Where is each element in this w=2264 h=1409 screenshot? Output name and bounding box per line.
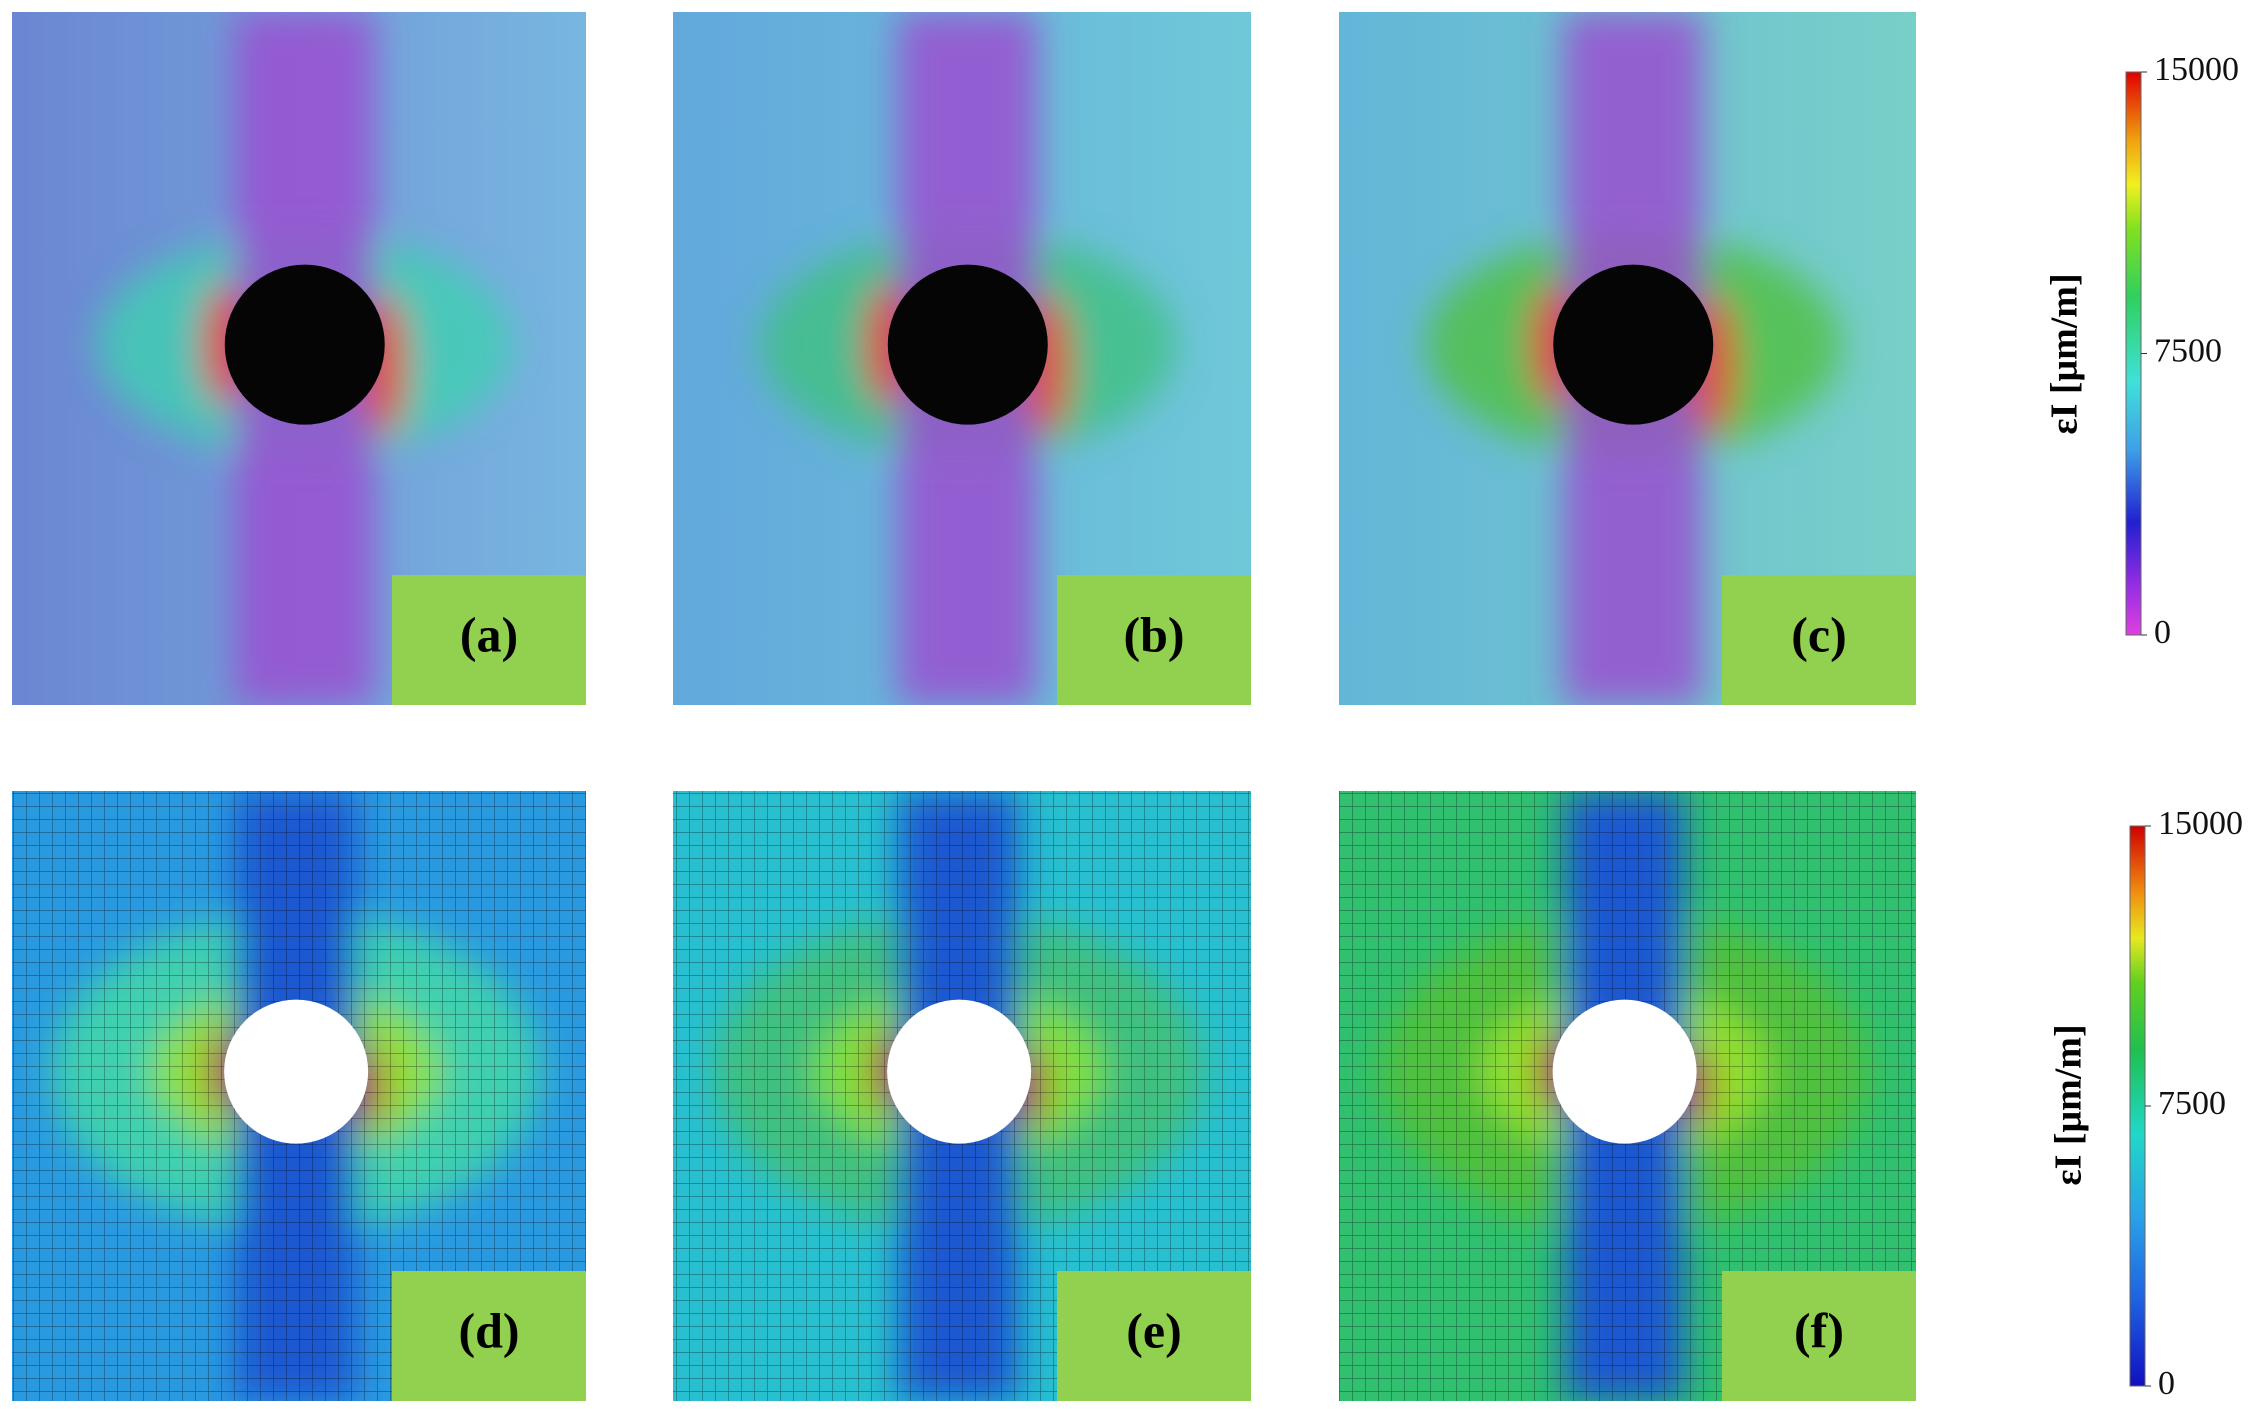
panel-image	[12, 12, 586, 705]
colorbar-scale	[2125, 71, 2142, 636]
panel: (d)	[12, 791, 586, 1401]
panel: (c)	[1339, 12, 1916, 705]
label-box	[392, 575, 586, 705]
label-box	[1722, 575, 1916, 705]
tick-label: 0	[2158, 1365, 2175, 1402]
tick-label: 7500	[2154, 332, 2222, 369]
colorbar: 15000 7500 0 εI [μm/m]	[2044, 51, 2239, 651]
tick-label: 0	[2154, 614, 2171, 651]
hole	[1553, 264, 1714, 425]
hole	[224, 999, 369, 1144]
label-box	[1722, 1271, 1916, 1401]
panel-image	[673, 12, 1251, 705]
hole	[224, 264, 385, 425]
tick-label: 7500	[2158, 1085, 2226, 1122]
hole	[887, 264, 1048, 425]
colorbar-label: εI [μm/m]	[2048, 1024, 2090, 1185]
label-box	[1057, 575, 1251, 705]
colorbar-label: εI [μm/m]	[2044, 273, 2086, 434]
panel-label: (e)	[1126, 1302, 1182, 1358]
hole	[887, 999, 1032, 1144]
panel-label: (c)	[1791, 606, 1847, 662]
panel: (b)	[673, 12, 1251, 705]
panel-image	[1339, 12, 1916, 705]
panel-label: (b)	[1123, 606, 1184, 662]
hole	[1552, 999, 1697, 1144]
colorbar: 15000 7500 0 εI [μm/m]	[2048, 805, 2243, 1402]
tick-label: 15000	[2154, 51, 2239, 88]
tick-label: 15000	[2158, 805, 2243, 842]
panel-image	[12, 791, 586, 1401]
panel: (e)	[673, 791, 1251, 1401]
panel-label: (f)	[1794, 1302, 1844, 1358]
panel-label: (d)	[458, 1302, 519, 1358]
label-box	[1057, 1271, 1251, 1401]
panel: (f)	[1339, 791, 1916, 1401]
colorbar-scale	[2129, 825, 2146, 1387]
panel-label: (a)	[460, 606, 518, 662]
panel: (a)	[12, 12, 586, 705]
label-box	[392, 1271, 586, 1401]
